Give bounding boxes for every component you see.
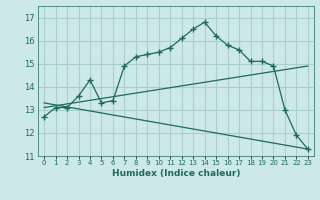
X-axis label: Humidex (Indice chaleur): Humidex (Indice chaleur) — [112, 169, 240, 178]
